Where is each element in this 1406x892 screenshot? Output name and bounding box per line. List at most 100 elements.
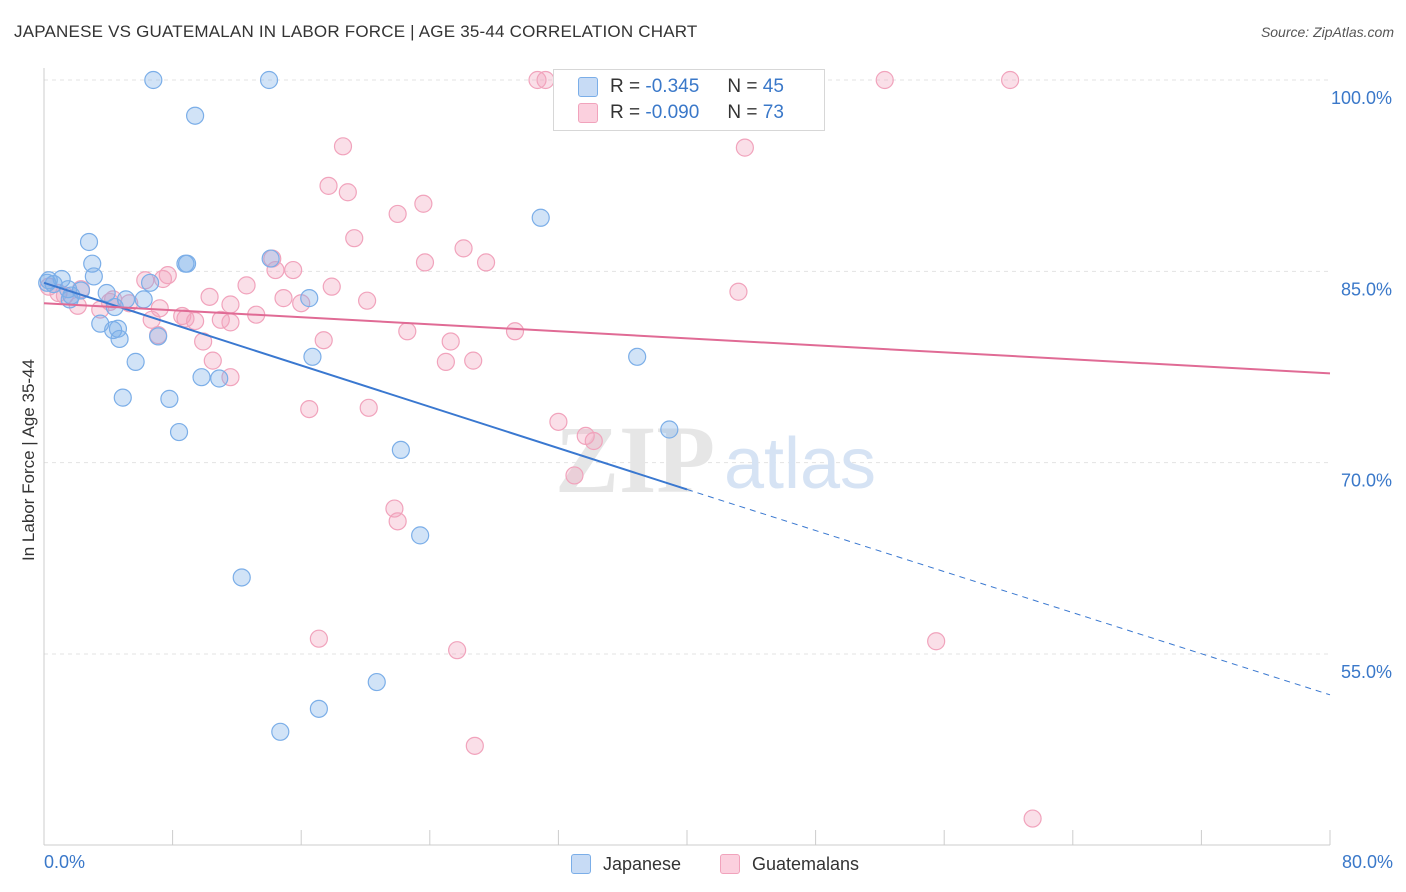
guatemalans-point-22 xyxy=(322,277,341,296)
guatemalans-point-17 xyxy=(284,260,303,280)
guatemalans-point-66 xyxy=(927,632,946,651)
grid-layer xyxy=(44,79,1330,655)
japanese-point-42 xyxy=(309,699,328,718)
guatemalans-point-54 xyxy=(464,351,483,370)
guatemalans-point-16 xyxy=(266,260,285,280)
guatemalans-point-65 xyxy=(448,641,467,660)
guatemalans-point-4 xyxy=(1001,70,1020,90)
bottom-legend-guatemalans: Guatemalans xyxy=(720,852,859,876)
japanese-trendline-extension xyxy=(686,488,1331,696)
guatemalans-point-28 xyxy=(200,287,219,306)
guatemalans-point-8 xyxy=(338,183,357,202)
japanese-point-0 xyxy=(144,70,163,90)
guatemalans-point-43 xyxy=(186,311,205,331)
guatemalans-point-7 xyxy=(319,176,338,195)
guatemalans-point-58 xyxy=(549,412,568,431)
guatemalans-point-30 xyxy=(358,291,377,310)
legend-row-guatemalans: R = -0.090 N = 73 xyxy=(578,101,784,125)
guatemalans-point-50 xyxy=(441,332,460,351)
y-tick-label-55: 55.0% xyxy=(1341,662,1392,682)
japanese-point-30 xyxy=(303,347,322,366)
y-tick-labels: 55.0% 70.0% 85.0% 100.0% xyxy=(1331,88,1392,682)
bottom-legend-label-japanese: Japanese xyxy=(603,853,682,874)
japanese-point-39 xyxy=(411,526,430,545)
guatemalans-point-47 xyxy=(505,322,525,341)
legend-swatch-guatemalans xyxy=(578,103,598,123)
guatemalans-point-9 xyxy=(388,204,407,224)
japanese-point-2 xyxy=(186,106,205,125)
japanese-point-33 xyxy=(210,369,229,388)
guatemalans-point-60 xyxy=(584,431,603,451)
japanese-point-8 xyxy=(261,249,280,268)
guatemalans-point-67 xyxy=(465,736,484,755)
japanese-point-29 xyxy=(628,347,647,366)
x-tick-label-min: 0.0% xyxy=(44,852,86,872)
japanese-point-16 xyxy=(97,283,116,303)
legend-n-japanese: 45 xyxy=(762,76,784,97)
y-tick-label-70: 70.0% xyxy=(1341,471,1392,491)
legend-r-label: R = xyxy=(610,102,641,123)
guatemalans-point-11 xyxy=(345,229,364,248)
y-tick-label-100: 100.0% xyxy=(1331,88,1392,108)
guatemalans-point-63 xyxy=(388,512,407,531)
guatemalans-point-19 xyxy=(136,271,155,290)
japanese-point-3 xyxy=(531,208,550,227)
japanese-point-34 xyxy=(113,388,132,407)
x-tick-label-max: 80.0% xyxy=(1341,852,1393,872)
japanese-trendline xyxy=(43,281,688,491)
watermark-atlas: atlas xyxy=(724,424,876,504)
bottom-legend-swatch-guatemalans xyxy=(720,854,740,874)
guatemalans-point-21 xyxy=(237,276,256,295)
bottom-legend-japanese: Japanese xyxy=(571,852,681,876)
guatemalans-point-46 xyxy=(398,322,417,341)
guatemalans-point-12 xyxy=(454,239,473,258)
legend-n-guatemalans: 73 xyxy=(762,102,784,123)
japanese-point-9 xyxy=(84,267,103,286)
guatemalans-point-49 xyxy=(314,331,333,350)
japanese-point-4 xyxy=(79,232,99,252)
japanese-point-43 xyxy=(271,722,290,741)
guatemalans-point-6 xyxy=(735,138,754,157)
legend-r-japanese: -0.345 xyxy=(645,76,700,97)
japanese-point-31 xyxy=(126,352,145,371)
trend-layer xyxy=(43,281,1331,696)
japanese-point-41 xyxy=(367,672,386,692)
japanese-point-36 xyxy=(169,422,189,442)
guatemalans-point-10 xyxy=(414,194,433,213)
guatemalans-point-53 xyxy=(436,352,455,371)
japanese-point-7 xyxy=(176,254,195,273)
guatemalans-point-3 xyxy=(875,70,894,90)
chart-title: JAPANESE VS GUATEMALAN IN LABOR FORCE | … xyxy=(14,22,698,41)
bottom-legend-swatch-japanese xyxy=(571,854,591,874)
japanese-point-35 xyxy=(160,389,179,408)
japanese-point-32 xyxy=(192,368,211,387)
legend-swatch-japanese xyxy=(578,77,598,97)
japanese-point-17 xyxy=(140,273,160,292)
guatemalans-point-27 xyxy=(729,282,748,301)
japanese-point-1 xyxy=(259,70,279,90)
legend-n-label: N = xyxy=(727,102,758,123)
watermark-zip: ZIP xyxy=(555,406,715,513)
points-guatemalans xyxy=(39,70,1042,828)
y-axis-label: In Labor Force | Age 35-44 xyxy=(19,359,38,561)
japanese-point-38 xyxy=(391,440,410,460)
japanese-point-21 xyxy=(134,290,153,309)
correlation-legend: R = -0.345 N = 45 R = -0.090 N = 73 xyxy=(553,69,825,131)
legend-r-label: R = xyxy=(610,76,641,97)
legend-r-guatemalans: -0.090 xyxy=(645,102,700,123)
guatemalans-point-68 xyxy=(1023,809,1042,828)
guatemalans-point-61 xyxy=(565,466,584,485)
japanese-point-37 xyxy=(660,420,679,439)
y-tick-label-85: 85.0% xyxy=(1341,279,1392,299)
source-label: Source: ZipAtlas.com xyxy=(1260,24,1394,40)
japanese-point-28 xyxy=(110,329,129,349)
japanese-point-23 xyxy=(300,289,319,308)
guatemalans-point-36 xyxy=(221,295,240,314)
guatemalans-point-5 xyxy=(333,137,353,156)
legend-n-label: N = xyxy=(727,76,758,97)
japanese-point-40 xyxy=(232,568,251,587)
guatemalans-point-14 xyxy=(476,253,496,272)
watermark-layer: ZIP atlas xyxy=(555,406,876,513)
legend-row-japanese: R = -0.345 N = 45 xyxy=(578,75,784,99)
